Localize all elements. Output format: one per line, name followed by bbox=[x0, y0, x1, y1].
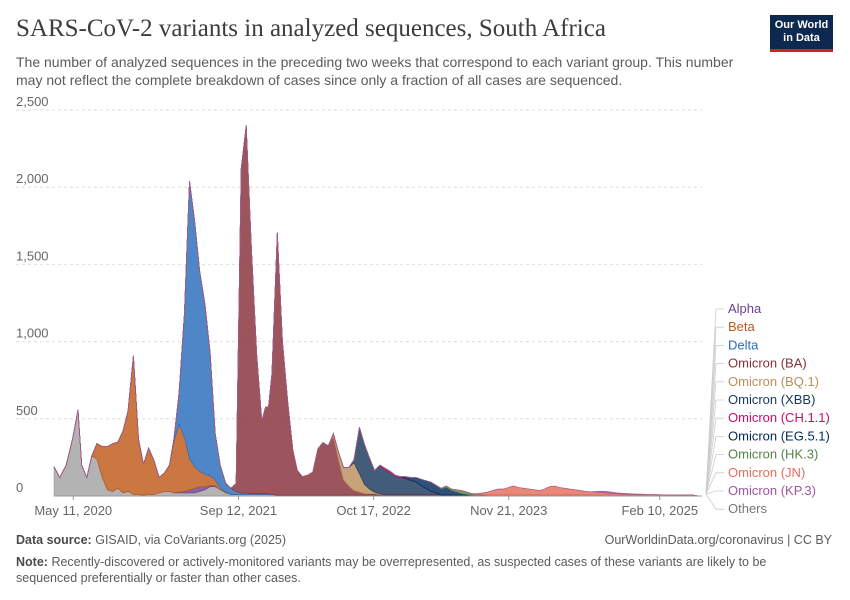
legend-label-omicron-eg-5-1: Omicron (EG.5.1) bbox=[728, 428, 830, 443]
legend-connector bbox=[705, 363, 724, 495]
legend-connector bbox=[705, 399, 724, 495]
legend-label-omicron-jn: Omicron (JN) bbox=[728, 465, 805, 480]
legend-connector bbox=[705, 490, 724, 495]
legend-label-omicron-ba: Omicron (BA) bbox=[728, 356, 807, 371]
legend-connector bbox=[705, 493, 724, 510]
legend-connector bbox=[705, 344, 724, 495]
owid-url[interactable]: OurWorldinData.org/coronavirus | CC BY bbox=[604, 533, 832, 547]
legend-label-omicron-xbb: Omicron (XBB) bbox=[728, 392, 815, 407]
area-omicron-kp-3 bbox=[53, 125, 699, 497]
source-label: Data source: bbox=[16, 533, 92, 547]
area-omicron-bq-1 bbox=[53, 125, 699, 497]
legend-connector bbox=[705, 326, 724, 495]
area-omicron-ch-1-1 bbox=[53, 125, 699, 497]
area-delta bbox=[53, 180, 699, 497]
source-text[interactable]: GISAID, via CoVariants.org (2025) bbox=[95, 533, 287, 547]
legend-label-omicron-ch-1-1: Omicron (CH.1.1) bbox=[728, 410, 830, 425]
logo-line-1: Our World bbox=[774, 19, 829, 31]
legend-label-omicron-hk-3: Omicron (HK.3) bbox=[728, 447, 818, 462]
legend-label-others: Others bbox=[728, 501, 768, 516]
legend-connector bbox=[705, 381, 724, 495]
legend-connector bbox=[705, 472, 724, 495]
x-tick-label: May 11, 2020 bbox=[34, 503, 112, 518]
y-tick-label: 2,000 bbox=[16, 171, 49, 186]
x-tick-label: Feb 10, 2025 bbox=[621, 503, 698, 518]
legend-label-delta: Delta bbox=[728, 337, 759, 352]
area-omicron-ba bbox=[53, 125, 699, 497]
note-label: Note: bbox=[16, 555, 48, 569]
y-tick-label: 500 bbox=[16, 403, 38, 418]
note-text: Recently-discovered or actively-monitore… bbox=[16, 555, 767, 585]
y-tick-label: 2,500 bbox=[16, 94, 49, 109]
area-omicron-eg-5-1 bbox=[53, 125, 699, 497]
legend-connector bbox=[705, 454, 724, 495]
area-omicron-jn bbox=[53, 125, 699, 497]
chart-subtitle: The number of analyzed sequences in the … bbox=[16, 54, 734, 88]
legend-label-alpha: Alpha bbox=[728, 301, 762, 316]
x-tick-label: Nov 21, 2023 bbox=[470, 503, 547, 518]
y-tick-label: 1,500 bbox=[16, 248, 49, 263]
area-omicron-xbb bbox=[53, 125, 699, 497]
legend-connector bbox=[705, 435, 724, 495]
chart-note: Note: Recently-discovered or actively-mo… bbox=[16, 554, 816, 586]
legend-label-beta: Beta bbox=[728, 319, 756, 334]
y-tick-label: 1,000 bbox=[16, 326, 49, 341]
area-omicron-hk-3 bbox=[53, 125, 699, 497]
legend-label-omicron-bq-1: Omicron (BQ.1) bbox=[728, 374, 819, 389]
data-source: Data source: GISAID, via CoVariants.org … bbox=[16, 533, 286, 547]
x-tick-label: Sep 12, 2021 bbox=[200, 503, 277, 518]
x-tick-label: Oct 17, 2022 bbox=[336, 503, 410, 518]
y-tick-label: 0 bbox=[16, 480, 23, 495]
legend-connector bbox=[705, 417, 724, 495]
chart-title: SARS-CoV-2 variants in analyzed sequence… bbox=[16, 15, 606, 42]
owid-logo[interactable]: Our World in Data bbox=[770, 15, 833, 52]
legend-label-omicron-kp-3: Omicron (KP.3) bbox=[728, 483, 816, 498]
logo-line-2: in Data bbox=[783, 32, 820, 44]
